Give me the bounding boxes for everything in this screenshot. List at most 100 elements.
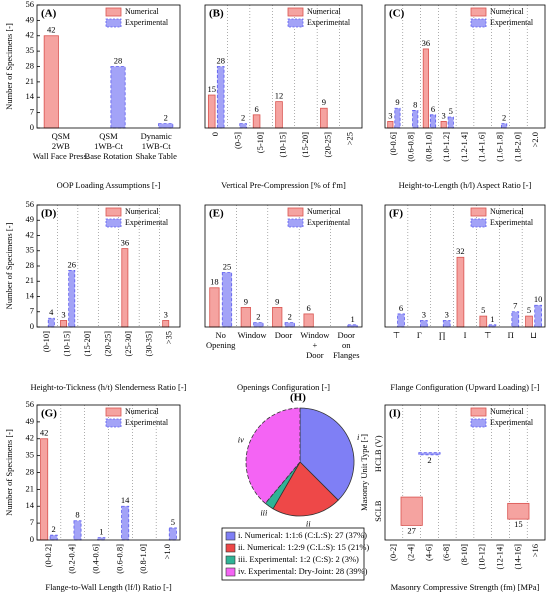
y-tick-label: 35: [26, 245, 35, 255]
x-tick-label: (0.6-0.8]: [114, 544, 124, 574]
data-label: 42: [40, 428, 49, 438]
x-tick-label: (10-12]: [477, 544, 487, 570]
category-line: Door: [338, 330, 356, 340]
x-tick-label: >1.0: [162, 544, 172, 559]
matrix-cell: [418, 452, 441, 456]
legend-swatch: [225, 555, 236, 565]
legend-label: Numerical: [490, 7, 525, 16]
legend-label: Experimental: [490, 18, 534, 27]
legend-label: Experimental: [125, 218, 169, 227]
category-line: +: [313, 340, 318, 350]
panel-label: (D): [41, 208, 57, 220]
y-tick-label: 0: [30, 321, 34, 331]
x-tick-label: (0-2]: [388, 544, 398, 561]
pie-slice: [299, 407, 355, 501]
legend-swatch: [470, 218, 487, 228]
slice-label: i: [357, 432, 360, 442]
x-tick-label: (1.0-1.2]: [441, 132, 451, 162]
x-axis-label: Flange Configuration (Upward Loading) [-…: [390, 382, 539, 392]
legend-label: Numerical: [125, 407, 160, 416]
category-line: 1WB-Ct: [94, 141, 123, 151]
x-axis-label: Height-to-Length (h/l) Aspect Ratio [-]: [399, 180, 532, 190]
category-line: Base Rotation: [85, 151, 134, 161]
bar: [440, 121, 447, 129]
bar: [168, 527, 177, 541]
x-tick-label: (0-0.6]: [388, 132, 398, 156]
data-label: 25: [223, 261, 232, 271]
data-label: 28: [216, 55, 225, 65]
bar: [422, 48, 429, 129]
x-tick-label: >25: [345, 132, 355, 145]
y-tick-label: 21: [26, 275, 35, 285]
bar: [394, 107, 401, 129]
data-label: 6: [431, 104, 435, 114]
bar: [97, 537, 106, 541]
slice-label: iii: [260, 508, 268, 518]
bar: [501, 123, 508, 129]
x-tick-label: (0-0.2]: [43, 544, 53, 568]
data-label: 1: [350, 314, 354, 324]
panel-label: (H): [290, 392, 306, 404]
x-tick-label: QSM 1WB-Ct Base Rotation: [85, 131, 134, 161]
x-tick-label: (0.4-0.6]: [91, 544, 101, 574]
bar: [209, 287, 220, 328]
bar: [275, 101, 283, 129]
pie-slice: [245, 407, 301, 504]
x-tick-label: (0.6-0.8]: [406, 132, 416, 162]
x-tick-label: (0-10]: [41, 331, 51, 352]
legend-label: Experimental: [125, 18, 169, 27]
y-tick-label: 49: [26, 416, 35, 426]
bar: [47, 317, 55, 328]
legend-swatch: [470, 18, 487, 28]
legend-swatch: [287, 218, 304, 228]
data-label: 1: [99, 527, 103, 537]
x-tick-label: (1.8-2.0]: [512, 132, 522, 162]
bar: [60, 320, 68, 328]
legend-swatch: [470, 7, 487, 17]
x-tick-label: No Opening: [206, 330, 236, 350]
matrix-cell: [507, 502, 530, 520]
x-tick-label: (15-20]: [300, 132, 310, 158]
data-label: 32: [456, 246, 465, 256]
data-label: 14: [121, 495, 130, 505]
bar: [253, 322, 264, 328]
bar: [40, 438, 49, 541]
bar: [429, 114, 437, 129]
y-tick-label: 14: [26, 91, 35, 101]
y-tick-label: 35: [26, 45, 35, 55]
x-axis-label: Flange-to-Wall Length (lf/l) Ratio [-]: [45, 582, 171, 592]
data-label: 2: [502, 113, 506, 123]
bar: [158, 123, 174, 129]
bar: [252, 114, 261, 129]
x-tick-label: (25-30]: [123, 331, 133, 357]
legend-label: Experimental: [125, 418, 169, 427]
plot-frame: [36, 4, 181, 129]
y-tick-label: 7: [30, 517, 34, 527]
x-tick-label: (1.4-1.6]: [477, 132, 487, 162]
category-line: Door: [306, 350, 324, 360]
plot-frame: [384, 404, 546, 541]
x-tick-label: (14-16]: [512, 544, 522, 570]
x-tick-label: Door on Flanges: [333, 330, 359, 360]
data-label: 4: [49, 307, 54, 317]
data-label: 6: [306, 303, 310, 313]
bar: [121, 505, 130, 541]
data-label: 27: [407, 525, 416, 535]
y-tick-label: 35: [26, 450, 35, 460]
slice-label: iv: [238, 434, 244, 444]
data-label: 10: [534, 294, 543, 304]
legend-swatch: [105, 418, 122, 428]
category-line: 1WB-Ct: [142, 141, 171, 151]
plot-frame: [384, 204, 546, 328]
data-label: 3: [442, 110, 446, 120]
x-tick-label: (2-4]: [406, 544, 416, 561]
bar: [387, 121, 394, 129]
x-tick-label: Window + Door: [300, 330, 330, 360]
data-label: 5: [171, 517, 175, 527]
x-tick-label: >16: [530, 544, 540, 557]
panel-label: (E): [209, 208, 224, 220]
data-label: 9: [275, 296, 279, 306]
data-label: 7: [513, 301, 517, 311]
y-tick-label: 28: [26, 60, 35, 70]
data-label: 5: [449, 106, 453, 116]
